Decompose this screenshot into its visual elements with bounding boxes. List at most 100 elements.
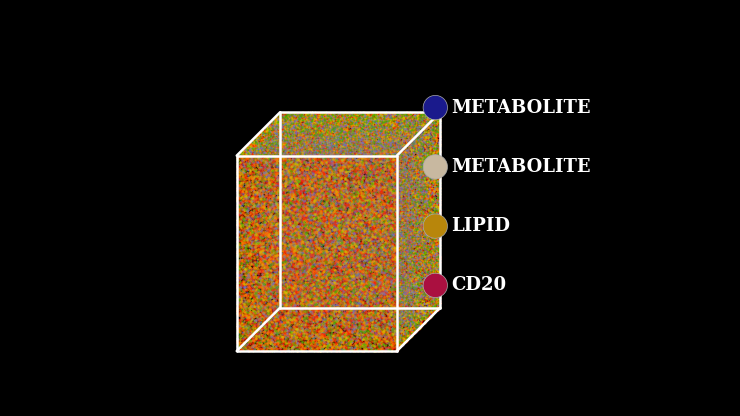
- Point: [268, 303, 280, 310]
- Point: [322, 299, 334, 306]
- Point: [399, 280, 411, 287]
- Point: [303, 168, 315, 174]
- Point: [420, 217, 431, 224]
- Point: [317, 262, 329, 269]
- Point: [296, 124, 308, 130]
- Point: [346, 246, 358, 253]
- Point: [363, 287, 374, 294]
- Point: [261, 233, 273, 240]
- Point: [419, 118, 431, 125]
- Point: [329, 307, 340, 314]
- Point: [245, 285, 257, 291]
- Point: [311, 313, 323, 319]
- Point: [354, 231, 366, 238]
- Point: [369, 239, 381, 246]
- Point: [280, 247, 292, 253]
- Point: [343, 148, 355, 154]
- Point: [307, 190, 319, 196]
- Point: [409, 122, 421, 129]
- Point: [367, 168, 379, 175]
- Point: [315, 270, 327, 276]
- Point: [337, 329, 349, 336]
- Point: [371, 214, 383, 220]
- Point: [236, 188, 248, 194]
- Point: [315, 334, 327, 341]
- Point: [311, 174, 323, 181]
- Point: [341, 144, 353, 151]
- Point: [249, 145, 260, 151]
- Point: [322, 182, 334, 189]
- Point: [428, 114, 440, 120]
- Point: [291, 298, 303, 305]
- Point: [246, 239, 258, 246]
- Point: [428, 225, 440, 232]
- Point: [306, 216, 317, 223]
- Point: [386, 210, 397, 216]
- Point: [295, 320, 307, 327]
- Point: [407, 129, 419, 136]
- Point: [316, 317, 328, 324]
- Point: [397, 322, 409, 328]
- Point: [360, 126, 371, 133]
- Point: [349, 247, 361, 254]
- Point: [408, 147, 420, 154]
- Point: [315, 224, 327, 230]
- Point: [372, 292, 384, 298]
- Point: [431, 191, 443, 198]
- Point: [431, 225, 443, 231]
- Point: [371, 158, 383, 165]
- Point: [339, 190, 351, 196]
- Point: [385, 260, 397, 267]
- Point: [397, 220, 408, 226]
- Point: [371, 202, 383, 208]
- Point: [303, 235, 314, 242]
- Point: [357, 212, 369, 218]
- Point: [409, 142, 421, 149]
- Point: [299, 124, 311, 131]
- Point: [300, 181, 312, 188]
- Point: [360, 126, 371, 132]
- Point: [289, 341, 300, 347]
- Point: [317, 167, 329, 173]
- Point: [301, 241, 313, 248]
- Point: [358, 181, 370, 188]
- Point: [359, 134, 371, 140]
- Point: [403, 224, 415, 230]
- Point: [406, 212, 418, 219]
- Point: [255, 342, 267, 348]
- Point: [419, 254, 431, 260]
- Point: [349, 137, 360, 144]
- Point: [321, 280, 333, 287]
- Point: [406, 196, 418, 202]
- Point: [345, 243, 357, 249]
- Point: [355, 199, 367, 206]
- Point: [431, 113, 443, 119]
- Point: [280, 181, 292, 188]
- Point: [264, 143, 276, 149]
- Point: [304, 136, 316, 143]
- Point: [417, 193, 428, 199]
- Point: [399, 209, 411, 216]
- Point: [391, 195, 403, 202]
- Point: [390, 268, 402, 275]
- Point: [265, 206, 277, 212]
- Point: [290, 289, 302, 295]
- Point: [317, 156, 329, 163]
- Point: [244, 218, 256, 224]
- Point: [361, 111, 373, 118]
- Point: [397, 240, 409, 247]
- Point: [428, 201, 440, 208]
- Point: [322, 201, 334, 207]
- Point: [325, 133, 337, 140]
- Point: [380, 176, 391, 182]
- Point: [397, 163, 409, 170]
- Point: [250, 180, 262, 186]
- Point: [320, 209, 332, 215]
- Point: [378, 259, 390, 265]
- Point: [370, 210, 382, 217]
- Point: [406, 163, 417, 169]
- Point: [252, 294, 263, 300]
- Point: [361, 116, 373, 123]
- Point: [358, 289, 370, 295]
- Point: [357, 229, 369, 236]
